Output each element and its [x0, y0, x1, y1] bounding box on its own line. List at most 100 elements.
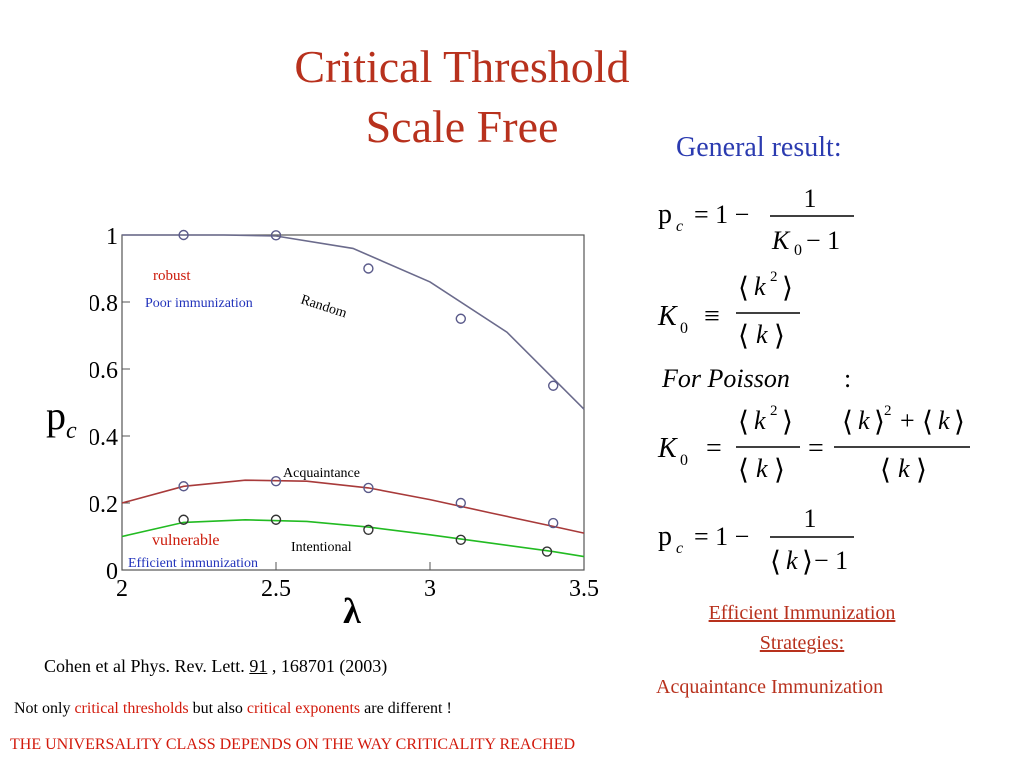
- f4-eq: =: [706, 433, 722, 464]
- note-part1: Not only: [14, 700, 75, 717]
- point-random-2: [363, 263, 374, 274]
- f5-num: 1: [804, 504, 817, 533]
- citation-suffix: , 168701 (2003): [267, 656, 388, 676]
- f4-num2a: k: [858, 406, 870, 435]
- f1-sub: c: [676, 218, 683, 235]
- note-part5: are different !: [360, 700, 452, 717]
- svg-text:⟨: ⟨: [842, 407, 853, 438]
- f4-den1: k: [756, 454, 768, 483]
- svg-text:⟩: ⟩: [774, 455, 785, 486]
- f1-den: K: [771, 226, 791, 255]
- f2-den-open: ⟨: [738, 321, 749, 352]
- point-intentional-3: [455, 534, 466, 546]
- f2-num-sup: 2: [770, 269, 778, 285]
- f4-den2: k: [898, 454, 910, 483]
- citation: Cohen et al Phys. Rev. Lett. 91 , 168701…: [44, 656, 387, 677]
- note-line: Not only critical thresholds but also cr…: [14, 700, 452, 718]
- f1-num: 1: [804, 184, 817, 213]
- f1-den-sub: 0: [794, 242, 802, 259]
- f4-plus: +: [900, 406, 915, 435]
- y-tick-label-1: 0.2: [90, 492, 118, 518]
- f3-text: For Poisson: [661, 364, 790, 393]
- slide-title-line1: Critical Threshold: [294, 41, 630, 92]
- f5-eq: = 1 −: [694, 522, 749, 551]
- f4-num1: k: [754, 406, 766, 435]
- point-intentional-0: [178, 514, 189, 525]
- series-line-intentional: [121, 518, 585, 558]
- citation-volume: 91: [249, 656, 268, 676]
- f1-lhs: p: [658, 199, 672, 230]
- f4-sub: 0: [680, 452, 688, 469]
- citation-prefix: Cohen et al Phys. Rev. Lett.: [44, 656, 250, 676]
- point-acquaintance-2: [363, 482, 374, 494]
- annotation-random: Random: [299, 293, 349, 322]
- y-tick-label-4: 0.8: [90, 291, 118, 317]
- x-tick-label-0: 2: [116, 576, 128, 602]
- annotation-poor-immunization: Poor immunization: [145, 296, 253, 311]
- f5-lhs: p: [658, 521, 672, 552]
- f1-eq: = 1 −: [694, 200, 749, 229]
- acquaintance-immunization-label: Acquaintance Immunization: [656, 676, 884, 698]
- f4-num1-sup: 2: [770, 403, 778, 419]
- point-intentional-1: [270, 514, 282, 525]
- annotation-vulnerable: vulnerable: [152, 532, 220, 549]
- f3-colon: :: [844, 364, 851, 393]
- svg-text:⟨: ⟨: [738, 455, 749, 486]
- point-acquaintance-0: [178, 481, 189, 492]
- point-random-4: [548, 380, 559, 391]
- point-random-3: [455, 313, 466, 324]
- svg-text:⟨: ⟨: [880, 455, 891, 486]
- f4-num2a-sup: 2: [884, 403, 892, 419]
- point-intentional-2: [363, 524, 374, 535]
- f4-num2b: k: [938, 406, 950, 435]
- general-result-label: General result:: [676, 132, 842, 163]
- efficient-immunization-heading[interactable]: Efficient Immunization Strategies:: [684, 598, 920, 658]
- f2-num-close: ⟩: [782, 273, 793, 304]
- f2-lhs: K: [657, 301, 678, 332]
- note-critical-thresholds: critical thresholds: [74, 700, 189, 717]
- point-intentional-4: [541, 546, 553, 557]
- point-acquaintance-4: [548, 517, 559, 529]
- svg-text:⟩: ⟩: [874, 407, 885, 438]
- point-random-0: [178, 229, 189, 241]
- annotation-robust: robust: [153, 268, 191, 284]
- point-acquaintance-3: [455, 497, 466, 509]
- svg-text:⟨: ⟨: [770, 547, 781, 578]
- plot-frame: [121, 234, 585, 571]
- svg-text:⟩: ⟩: [954, 407, 965, 438]
- note-critical-exponents: critical exponents: [246, 700, 361, 717]
- f4-lhs: K: [657, 433, 678, 464]
- f4-eq2: =: [808, 433, 824, 464]
- svg-text:⟨: ⟨: [738, 407, 749, 438]
- f5-den-tail: − 1: [814, 546, 848, 575]
- annotation-intentional: Intentional: [291, 540, 352, 555]
- f5-sub: c: [676, 540, 683, 557]
- svg-text:⟩: ⟩: [802, 547, 813, 578]
- efficient-line2: Strategies:: [759, 632, 845, 654]
- series-line-acquaintance: [121, 479, 585, 534]
- x-tick-label-1: 2.5: [261, 576, 291, 602]
- note-part3: but also: [188, 700, 247, 717]
- f2-den-close: ⟩: [774, 321, 785, 352]
- annotation-efficient-immunization: Efficient immunization: [128, 556, 258, 571]
- svg-text:⟩: ⟩: [916, 455, 927, 486]
- y-tick-label-3: 0.6: [90, 358, 118, 384]
- svg-text:⟩: ⟩: [782, 407, 793, 438]
- universality-statement: THE UNIVERSALITY CLASS DEPENDS ON THE WA…: [10, 736, 576, 753]
- point-random-1: [270, 230, 282, 241]
- x-axis-label: λ: [343, 591, 361, 631]
- y-tick-label-0: 0: [106, 559, 118, 585]
- svg-text:⟨: ⟨: [922, 407, 933, 438]
- x-tick-label-3: 3.5: [569, 576, 599, 602]
- pc-axis-label: pc: [46, 393, 77, 444]
- f2-num-open: ⟨: [738, 273, 749, 304]
- f2-eq: ≡: [704, 301, 720, 332]
- y-tick-label-2: 0.4: [90, 425, 118, 451]
- f2-den: k: [756, 320, 768, 349]
- slide-title-line2: Scale Free: [365, 101, 559, 152]
- f5-den: k: [786, 546, 798, 575]
- f1-den-tail: − 1: [806, 226, 840, 255]
- f2-sub: 0: [680, 320, 688, 337]
- annotation-acquaintance: Acquaintance: [283, 466, 360, 481]
- point-acquaintance-1: [270, 476, 282, 487]
